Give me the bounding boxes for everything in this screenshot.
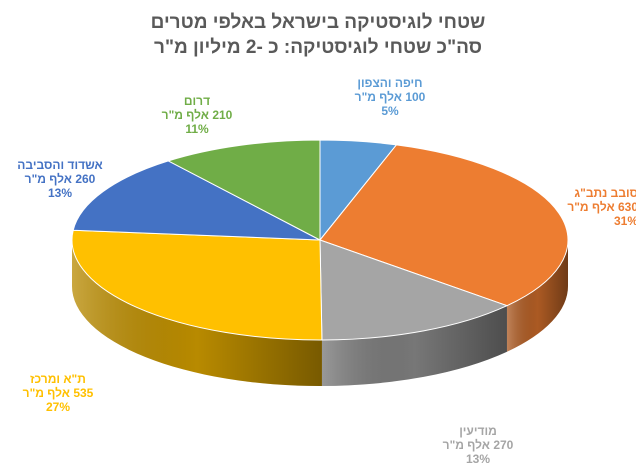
pie-slice-side-shading xyxy=(506,240,568,352)
slice-label-south: דרום 210 אלף מ"ר 11% xyxy=(152,94,242,136)
slice-value: 100 אלף מ"ר xyxy=(354,90,426,104)
slice-label-modiin: מודיעין 270 אלף מ"ר 13% xyxy=(428,424,528,466)
slice-percent: 13% xyxy=(47,186,73,200)
slice-value: 270 אלף מ"ר xyxy=(442,438,514,452)
slice-percent: 5% xyxy=(381,104,399,118)
slice-percent: 31% xyxy=(613,214,636,228)
chart-title-block: שטחי לוגיסטיקה בישראל באלפי מטרים סה"כ ש… xyxy=(0,10,636,60)
slice-value: 260 אלף מ"ר xyxy=(24,172,96,186)
slice-name: חיפה והצפון xyxy=(357,76,423,90)
slice-name: דרום xyxy=(183,94,211,108)
slice-name: סובב נתב"ג xyxy=(574,186,636,200)
slice-value: 630 אלף מ"ר xyxy=(567,200,636,214)
pie-slice xyxy=(319,144,569,307)
slice-value: 210 אלף מ"ר xyxy=(161,108,233,122)
chart-title: שטחי לוגיסטיקה בישראל באלפי מטרים xyxy=(150,12,486,33)
pie-slice xyxy=(72,160,321,241)
slice-name: מודיעין xyxy=(459,424,497,438)
slice-percent: 11% xyxy=(185,122,209,136)
slice-percent: 13% xyxy=(465,452,491,466)
pie-slice-side-shading xyxy=(321,305,507,386)
slice-value: 535 אלף מ"ר xyxy=(22,386,94,400)
slice-percent: 27% xyxy=(45,400,71,414)
slice-name: אשדוד והסביבה xyxy=(17,158,103,172)
chart-subtitle: סה"כ שטחי לוגיסטיקה: כ -2 מיליון מ"ר xyxy=(154,37,482,58)
slice-label-tlv-center: ת"א ומרכז 535 אלף מ"ר 27% xyxy=(18,372,98,414)
slice-name: ת"א ומרכז xyxy=(30,372,86,386)
pie-slice-side-shading xyxy=(72,240,322,386)
pie-slice xyxy=(319,239,509,341)
slice-label-haifa: חיפה והצפון 100 אלף מ"ר 5% xyxy=(340,76,440,118)
slice-label-ashdod: אשדוד והסביבה 260 אלף מ"ר 13% xyxy=(8,158,112,200)
slice-label-natbag: סובב נתב"ג 630 אלף מ"ר 31% xyxy=(548,186,636,228)
pie-slice xyxy=(167,139,321,241)
pie-slice xyxy=(71,229,323,341)
